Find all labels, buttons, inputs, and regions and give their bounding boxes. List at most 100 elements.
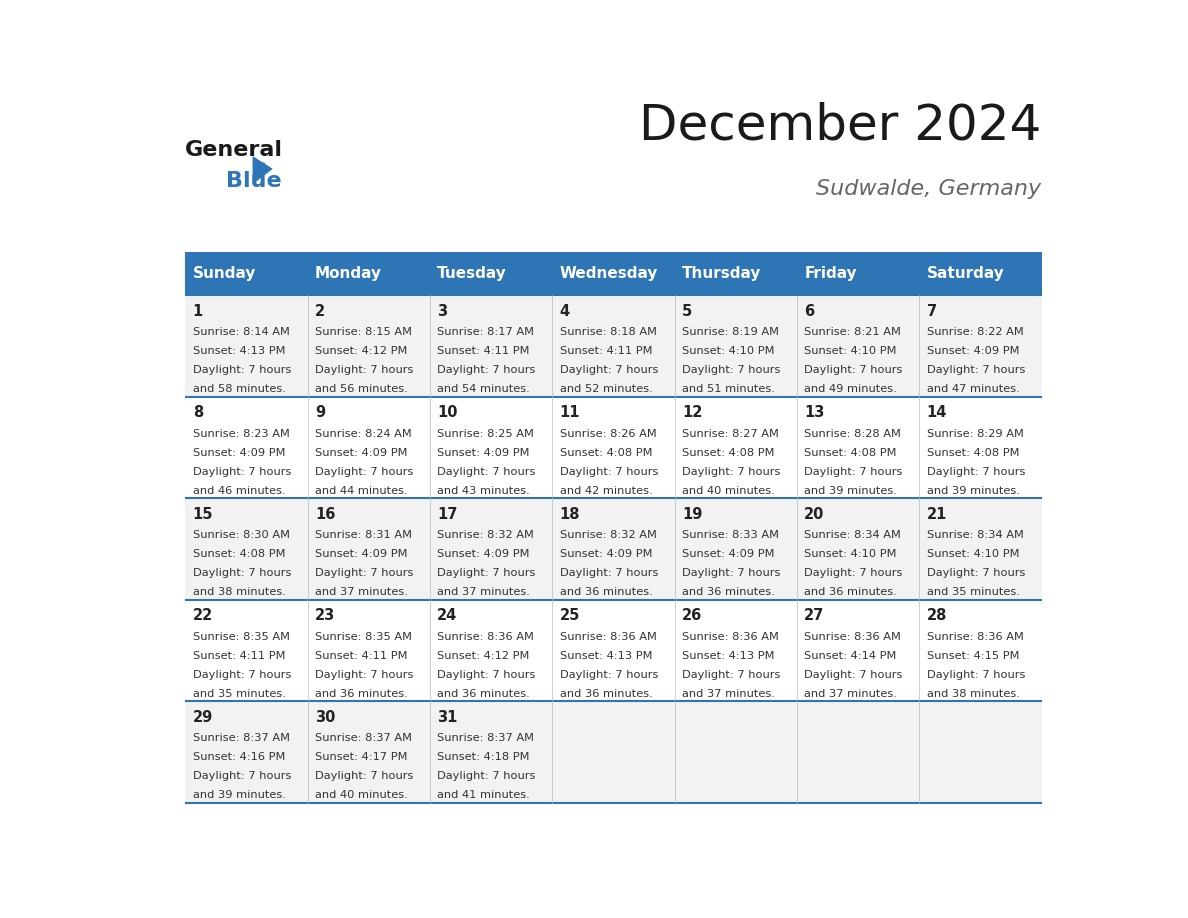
Text: Sunset: 4:09 PM: Sunset: 4:09 PM bbox=[682, 549, 775, 559]
Text: and 36 minutes.: and 36 minutes. bbox=[315, 688, 407, 699]
Text: Sunset: 4:08 PM: Sunset: 4:08 PM bbox=[560, 448, 652, 458]
Bar bbox=[185, 397, 1042, 498]
Text: Tuesday: Tuesday bbox=[437, 266, 507, 281]
Text: December 2024: December 2024 bbox=[639, 101, 1042, 149]
Text: 23: 23 bbox=[315, 609, 335, 623]
Text: Wednesday: Wednesday bbox=[560, 266, 658, 281]
Text: Sudwalde, Germany: Sudwalde, Germany bbox=[816, 178, 1042, 198]
Text: 8: 8 bbox=[192, 406, 203, 420]
Bar bbox=[185, 701, 1042, 803]
Text: and 38 minutes.: and 38 minutes. bbox=[927, 688, 1019, 699]
Text: and 52 minutes.: and 52 minutes. bbox=[560, 385, 652, 395]
Text: 10: 10 bbox=[437, 406, 457, 420]
Text: Sunset: 4:09 PM: Sunset: 4:09 PM bbox=[560, 549, 652, 559]
Text: General: General bbox=[185, 140, 283, 160]
Text: Daylight: 7 hours: Daylight: 7 hours bbox=[682, 568, 781, 578]
Text: Friday: Friday bbox=[804, 266, 857, 281]
Text: Sunrise: 8:19 AM: Sunrise: 8:19 AM bbox=[682, 327, 779, 337]
Text: Daylight: 7 hours: Daylight: 7 hours bbox=[927, 365, 1025, 375]
Text: Daylight: 7 hours: Daylight: 7 hours bbox=[192, 771, 291, 781]
Text: and 44 minutes.: and 44 minutes. bbox=[315, 486, 407, 496]
Text: Sunrise: 8:25 AM: Sunrise: 8:25 AM bbox=[437, 429, 535, 439]
Text: 26: 26 bbox=[682, 609, 702, 623]
Text: Sunrise: 8:32 AM: Sunrise: 8:32 AM bbox=[560, 531, 657, 540]
Text: 24: 24 bbox=[437, 609, 457, 623]
Text: Sunrise: 8:37 AM: Sunrise: 8:37 AM bbox=[437, 733, 535, 744]
Text: Sunset: 4:09 PM: Sunset: 4:09 PM bbox=[315, 448, 407, 458]
Text: and 46 minutes.: and 46 minutes. bbox=[192, 486, 285, 496]
Text: Sunrise: 8:32 AM: Sunrise: 8:32 AM bbox=[437, 531, 535, 540]
Text: Sunset: 4:12 PM: Sunset: 4:12 PM bbox=[315, 346, 407, 356]
Text: Daylight: 7 hours: Daylight: 7 hours bbox=[682, 467, 781, 476]
Text: Sunset: 4:08 PM: Sunset: 4:08 PM bbox=[804, 448, 897, 458]
Text: Sunrise: 8:21 AM: Sunrise: 8:21 AM bbox=[804, 327, 902, 337]
Text: 16: 16 bbox=[315, 507, 335, 521]
Text: and 43 minutes.: and 43 minutes. bbox=[437, 486, 530, 496]
Text: Sunset: 4:09 PM: Sunset: 4:09 PM bbox=[315, 549, 407, 559]
Text: and 36 minutes.: and 36 minutes. bbox=[804, 588, 897, 598]
Text: Sunset: 4:11 PM: Sunset: 4:11 PM bbox=[560, 346, 652, 356]
Text: Daylight: 7 hours: Daylight: 7 hours bbox=[437, 771, 536, 781]
Text: Daylight: 7 hours: Daylight: 7 hours bbox=[315, 771, 413, 781]
Text: 3: 3 bbox=[437, 304, 448, 319]
Text: Sunrise: 8:15 AM: Sunrise: 8:15 AM bbox=[315, 327, 412, 337]
Text: 6: 6 bbox=[804, 304, 815, 319]
Text: Sunset: 4:08 PM: Sunset: 4:08 PM bbox=[682, 448, 775, 458]
Text: 25: 25 bbox=[560, 609, 580, 623]
Text: and 41 minutes.: and 41 minutes. bbox=[437, 790, 530, 800]
Bar bbox=[185, 252, 1042, 296]
Text: 7: 7 bbox=[927, 304, 937, 319]
Text: Sunset: 4:13 PM: Sunset: 4:13 PM bbox=[682, 651, 775, 661]
Text: Sunset: 4:16 PM: Sunset: 4:16 PM bbox=[192, 752, 285, 762]
Text: Daylight: 7 hours: Daylight: 7 hours bbox=[682, 365, 781, 375]
Text: and 38 minutes.: and 38 minutes. bbox=[192, 588, 285, 598]
Text: Sunset: 4:11 PM: Sunset: 4:11 PM bbox=[437, 346, 530, 356]
Text: Daylight: 7 hours: Daylight: 7 hours bbox=[560, 568, 658, 578]
Text: 1: 1 bbox=[192, 304, 203, 319]
Text: Daylight: 7 hours: Daylight: 7 hours bbox=[437, 365, 536, 375]
Text: and 37 minutes.: and 37 minutes. bbox=[682, 688, 775, 699]
Text: Daylight: 7 hours: Daylight: 7 hours bbox=[682, 670, 781, 680]
Text: Sunday: Sunday bbox=[192, 266, 257, 281]
Text: Daylight: 7 hours: Daylight: 7 hours bbox=[804, 365, 903, 375]
Text: and 37 minutes.: and 37 minutes. bbox=[315, 588, 407, 598]
Text: Sunrise: 8:37 AM: Sunrise: 8:37 AM bbox=[315, 733, 412, 744]
Text: Sunset: 4:10 PM: Sunset: 4:10 PM bbox=[682, 346, 775, 356]
Text: Sunrise: 8:36 AM: Sunrise: 8:36 AM bbox=[804, 632, 902, 642]
Text: Daylight: 7 hours: Daylight: 7 hours bbox=[437, 670, 536, 680]
Text: Daylight: 7 hours: Daylight: 7 hours bbox=[315, 568, 413, 578]
Text: 11: 11 bbox=[560, 406, 580, 420]
Text: Daylight: 7 hours: Daylight: 7 hours bbox=[192, 670, 291, 680]
Text: 14: 14 bbox=[927, 406, 947, 420]
Text: 4: 4 bbox=[560, 304, 570, 319]
Text: 9: 9 bbox=[315, 406, 326, 420]
Text: Sunset: 4:08 PM: Sunset: 4:08 PM bbox=[927, 448, 1019, 458]
Text: Sunset: 4:09 PM: Sunset: 4:09 PM bbox=[927, 346, 1019, 356]
Text: Sunrise: 8:35 AM: Sunrise: 8:35 AM bbox=[315, 632, 412, 642]
Text: Sunrise: 8:22 AM: Sunrise: 8:22 AM bbox=[927, 327, 1023, 337]
Text: Daylight: 7 hours: Daylight: 7 hours bbox=[927, 467, 1025, 476]
Bar bbox=[185, 296, 1042, 397]
Text: Daylight: 7 hours: Daylight: 7 hours bbox=[315, 365, 413, 375]
Text: and 36 minutes.: and 36 minutes. bbox=[560, 688, 652, 699]
Text: and 39 minutes.: and 39 minutes. bbox=[927, 486, 1019, 496]
Text: and 56 minutes.: and 56 minutes. bbox=[315, 385, 407, 395]
Text: and 54 minutes.: and 54 minutes. bbox=[437, 385, 530, 395]
Text: Daylight: 7 hours: Daylight: 7 hours bbox=[315, 467, 413, 476]
Text: Daylight: 7 hours: Daylight: 7 hours bbox=[804, 568, 903, 578]
Text: Monday: Monday bbox=[315, 266, 383, 281]
Text: and 40 minutes.: and 40 minutes. bbox=[315, 790, 407, 800]
Text: and 58 minutes.: and 58 minutes. bbox=[192, 385, 285, 395]
Text: Daylight: 7 hours: Daylight: 7 hours bbox=[192, 467, 291, 476]
Text: and 40 minutes.: and 40 minutes. bbox=[682, 486, 775, 496]
Text: and 36 minutes.: and 36 minutes. bbox=[560, 588, 652, 598]
Text: Sunrise: 8:29 AM: Sunrise: 8:29 AM bbox=[927, 429, 1024, 439]
Text: Sunset: 4:11 PM: Sunset: 4:11 PM bbox=[192, 651, 285, 661]
Text: Sunset: 4:10 PM: Sunset: 4:10 PM bbox=[927, 549, 1019, 559]
Text: Sunset: 4:14 PM: Sunset: 4:14 PM bbox=[804, 651, 897, 661]
Text: Sunrise: 8:24 AM: Sunrise: 8:24 AM bbox=[315, 429, 412, 439]
Text: Sunset: 4:13 PM: Sunset: 4:13 PM bbox=[560, 651, 652, 661]
Text: and 51 minutes.: and 51 minutes. bbox=[682, 385, 775, 395]
Text: Sunset: 4:09 PM: Sunset: 4:09 PM bbox=[437, 448, 530, 458]
Text: Daylight: 7 hours: Daylight: 7 hours bbox=[192, 568, 291, 578]
